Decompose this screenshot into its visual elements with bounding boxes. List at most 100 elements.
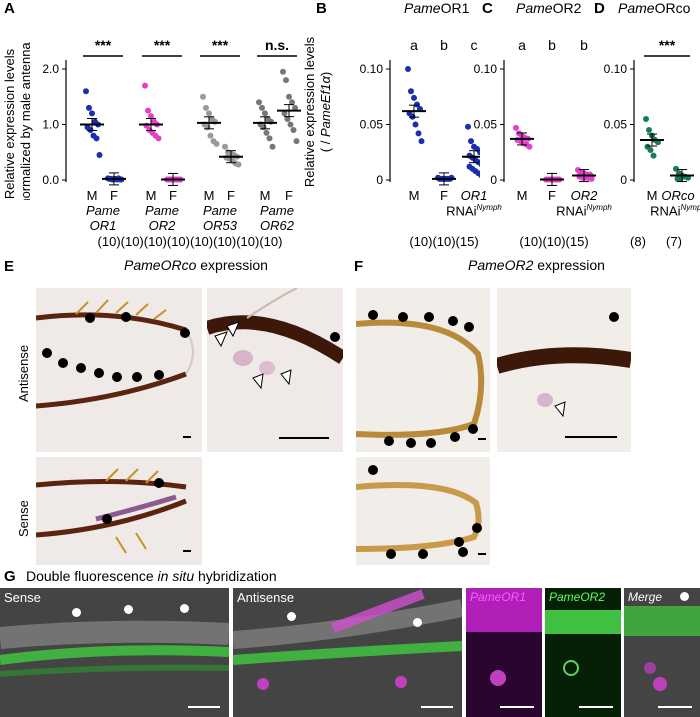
chart-a: Relative expression levels normalized by… bbox=[2, 37, 301, 200]
chart-c-rnai-text: RNAi bbox=[556, 203, 587, 219]
chart-c-ytick-label: 0 bbox=[490, 173, 497, 187]
g-merge-label: Merge bbox=[628, 590, 663, 604]
chart-a-point bbox=[203, 104, 209, 111]
chart-b-letter: c bbox=[471, 37, 478, 53]
chart-b-point bbox=[414, 101, 420, 108]
chart-a-point bbox=[148, 113, 154, 120]
chart-a-point bbox=[293, 138, 300, 145]
chart-a-point bbox=[287, 121, 294, 128]
chart-b-ytick-label: 0.10 bbox=[360, 62, 384, 76]
chart-d-xtick-rnai: RNAiNymph bbox=[650, 203, 700, 218]
chart-a-point bbox=[206, 110, 212, 117]
chart-c-xtick-rnai: RNAiNymph bbox=[556, 203, 612, 218]
chart-d-point bbox=[643, 115, 649, 122]
chart-a-point bbox=[256, 99, 262, 106]
chart-c-nymph-text: Nymph bbox=[586, 203, 612, 212]
chart-c-letter: b bbox=[548, 37, 556, 53]
f-sense-overview-image bbox=[356, 457, 490, 565]
panel-f-title: PameOR2 expression bbox=[468, 257, 605, 273]
chart-a-gene-label: Pame bbox=[203, 203, 237, 218]
chart-a-point bbox=[207, 132, 214, 139]
e-antisense-overview-image bbox=[36, 288, 202, 452]
chart-b-letter: b bbox=[440, 37, 448, 53]
chart-c-point bbox=[526, 143, 533, 150]
e-antisense-closeup-image bbox=[207, 288, 343, 452]
chart-b-point bbox=[405, 66, 411, 72]
g-sense-image: Sense bbox=[0, 588, 229, 717]
chart-a-gene-label: OR62 bbox=[260, 218, 294, 233]
chart-a-point bbox=[260, 124, 267, 131]
chart-d-n-label-2: (7) bbox=[666, 234, 682, 249]
chart-b-xtick-label: F bbox=[440, 188, 448, 203]
g-or1-image: PameOR1 bbox=[466, 588, 542, 717]
panel-label-g: G bbox=[4, 568, 16, 585]
chart-b-letter: a bbox=[410, 37, 418, 53]
chart-a-ylabel-1: Relative expression levels bbox=[2, 48, 17, 199]
g-sense-label: Sense bbox=[4, 590, 41, 605]
chart-a-point bbox=[284, 115, 291, 122]
chart-a-point bbox=[286, 93, 292, 100]
chart-a-ylabel-2: normalized by male antenna bbox=[18, 42, 33, 200]
chart-b-point bbox=[412, 121, 419, 128]
panel-label-a: A bbox=[4, 0, 15, 17]
chart-b-n-label: (10)(10)(15) bbox=[409, 234, 479, 249]
chart-a-gene-label: OR1 bbox=[89, 218, 117, 233]
chart-c-ytick-label: 0.10 bbox=[474, 62, 498, 76]
chart-d-point bbox=[647, 147, 654, 154]
row-label-antisense: Antisense bbox=[16, 344, 31, 402]
chart-c-title: PameOR2 bbox=[516, 0, 582, 16]
chart-c-xtick-label: M bbox=[516, 188, 528, 203]
chart-a-point bbox=[213, 140, 220, 147]
chart-d-nymph-text: Nymph bbox=[680, 203, 700, 212]
g-antisense-label: Antisense bbox=[237, 590, 295, 605]
chart-c-point bbox=[513, 124, 519, 131]
chart-a-point bbox=[142, 82, 148, 89]
chart-a-sig-label: *** bbox=[95, 37, 112, 53]
chart-d-point bbox=[646, 127, 652, 134]
chart-a-sig-label: *** bbox=[212, 37, 229, 53]
chart-c-ytick-label: 0.05 bbox=[474, 118, 498, 132]
chart-c-point bbox=[588, 175, 595, 182]
chart-b-point bbox=[411, 94, 417, 101]
chart-d-n-label-1: (8) bbox=[630, 234, 646, 249]
chart-b-point bbox=[468, 138, 474, 145]
chart-a-point bbox=[222, 143, 228, 150]
chart-b: Relative expression levels ( / PameEf1α)… bbox=[302, 36, 480, 187]
chart-c-xtick-label: OR2 bbox=[570, 188, 598, 203]
chart-b-point bbox=[408, 88, 414, 95]
chart-a-sig-label: n.s. bbox=[265, 37, 289, 53]
chart-d: 0 0.05 0.10 *** bbox=[604, 37, 694, 187]
chart-b-point bbox=[478, 172, 480, 179]
chart-a-point bbox=[204, 124, 211, 131]
chart-d-rnai-text: RNAi bbox=[650, 203, 681, 219]
chart-d-ytick-label: 0.05 bbox=[604, 118, 628, 132]
chart-a-point bbox=[200, 93, 206, 100]
chart-c-xtick-label: F bbox=[548, 188, 556, 203]
panel-label-e: E bbox=[4, 258, 15, 275]
g-antisense-image: Antisense bbox=[233, 588, 462, 717]
chart-b-xtick-rnai: RNAiNymph bbox=[446, 203, 502, 218]
chart-b-xtick-label: M bbox=[408, 188, 420, 203]
chart-a-sig-label: *** bbox=[154, 37, 171, 53]
chart-d-xtick-label: ORco bbox=[661, 188, 695, 203]
chart-a-point bbox=[289, 99, 295, 106]
chart-b-point bbox=[418, 138, 425, 145]
chart-d-point bbox=[673, 165, 679, 172]
chart-a-point bbox=[93, 135, 100, 142]
f-antisense-overview-image bbox=[356, 288, 490, 452]
chart-b-rnai-text: RNAi bbox=[446, 203, 477, 219]
f-antisense-closeup-image bbox=[497, 288, 631, 452]
chart-d-title: PameORco bbox=[618, 0, 691, 16]
chart-c-n-label: (10)(10)(15) bbox=[519, 234, 589, 249]
g-or2-image: PameOR2 bbox=[545, 588, 621, 717]
chart-b-ytick-label: 0.05 bbox=[360, 118, 384, 132]
g-or1-label: PameOR1 bbox=[470, 590, 527, 604]
chart-b-ylabel-2: ( / PameEf1α) bbox=[318, 72, 333, 152]
chart-a-gene-label: OR2 bbox=[148, 218, 176, 233]
panel-label-c: C bbox=[482, 0, 493, 17]
chart-a-gene-label: Pame bbox=[260, 203, 294, 218]
chart-a-point bbox=[235, 161, 242, 168]
chart-b-point bbox=[415, 130, 422, 137]
chart-a-point bbox=[96, 152, 103, 159]
chart-a-point bbox=[83, 88, 89, 95]
